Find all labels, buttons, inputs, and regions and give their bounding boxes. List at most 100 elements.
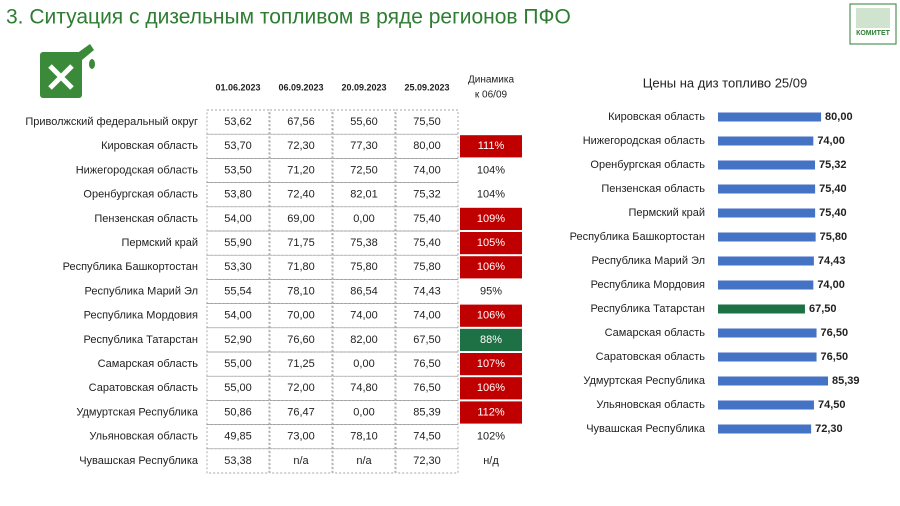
dynamics-highlight [460, 377, 522, 400]
category-label: Самарская область [605, 327, 706, 339]
dynamics-header: к 06/09 [475, 90, 508, 101]
table-cell [206, 424, 270, 450]
can-drop [89, 59, 95, 69]
bar [718, 160, 816, 170]
dynamics-value: н/д [483, 455, 499, 467]
table-cell [395, 351, 459, 377]
bar-value-label: 75,40 [819, 207, 847, 219]
table-cell [332, 133, 396, 159]
cell-value: 53,50 [224, 164, 252, 176]
table-cell [332, 279, 396, 304]
cell-value: 55,54 [224, 285, 252, 297]
cell-value: 50,86 [224, 406, 252, 418]
table-cell [206, 109, 270, 135]
bar [718, 256, 814, 266]
region-label: Кировская область [101, 140, 198, 152]
region-label: Саратовская область [89, 382, 199, 394]
table-cell [332, 448, 396, 474]
cell-value: 75,80 [350, 261, 378, 273]
cell-value: 78,10 [350, 431, 378, 443]
cell-value: 74,00 [413, 310, 441, 322]
cell-value: 69,00 [287, 213, 315, 225]
table-cell [395, 448, 459, 474]
region-label: Пензенская область [94, 213, 198, 225]
dynamics-value: 109% [477, 213, 505, 225]
column-header: 20.09.2023 [341, 82, 386, 92]
table-cell [395, 303, 459, 329]
bar-value-label: 76,50 [821, 351, 849, 363]
cell-value: 80,00 [413, 140, 441, 152]
cell-value: 53,62 [224, 116, 252, 128]
cell-value: 55,60 [350, 116, 378, 128]
bar-value-label: 74,50 [818, 399, 846, 411]
table-cell [332, 254, 396, 280]
bar [718, 424, 812, 434]
category-label: Ульяновская область [596, 399, 705, 411]
cell-value: 72,30 [287, 140, 315, 152]
cell-value: 74,80 [350, 382, 378, 394]
cell-value: 55,00 [224, 358, 252, 370]
cell-value: 76,60 [287, 334, 315, 346]
region-label: Нижегородская область [76, 164, 199, 176]
table-cell [269, 351, 333, 377]
dynamics-highlight [460, 328, 522, 351]
table-cell [269, 448, 333, 474]
table-cell [269, 230, 333, 256]
bar [718, 304, 805, 314]
table-cell [332, 327, 396, 353]
table-cell [332, 400, 396, 425]
region-label: Приволжский федеральный округ [25, 116, 198, 128]
bar [718, 136, 814, 146]
cell-value: 0,00 [353, 213, 374, 225]
logo-building [856, 8, 890, 28]
category-label: Оренбургская область [590, 159, 705, 171]
bar-value-label: 75,80 [820, 231, 848, 243]
table-cell [206, 327, 270, 353]
cell-value: 75,50 [413, 116, 441, 128]
cell-value: 54,00 [224, 213, 252, 225]
dynamics-value: 104% [477, 164, 505, 176]
cell-value: 75,32 [413, 189, 441, 201]
dynamics-value: 106% [477, 310, 505, 322]
cell-value: 71,80 [287, 261, 315, 273]
bar [718, 376, 828, 386]
cell-value: 74,00 [413, 164, 441, 176]
cell-value: 70,00 [287, 310, 315, 322]
bar [718, 352, 817, 362]
cell-value: 77,30 [350, 140, 378, 152]
chart-title: Цены на диз топливо 25/09 [643, 75, 807, 90]
table-cell [395, 182, 459, 208]
region-label: Самарская область [98, 358, 199, 370]
bar [718, 328, 817, 338]
table-cell [206, 400, 270, 425]
table-cell [269, 303, 333, 329]
cell-value: n/a [356, 455, 372, 467]
table-cell [269, 254, 333, 280]
cell-value: 53,30 [224, 261, 252, 273]
fuel-icon [40, 44, 95, 98]
region-label: Чувашская Республика [79, 455, 199, 467]
table-cell [206, 448, 270, 474]
dynamics-value: 104% [477, 189, 505, 201]
bar [718, 112, 822, 122]
can-spout [76, 44, 94, 60]
table-cell [269, 182, 333, 208]
table-cell [269, 206, 333, 232]
cell-value: 86,54 [350, 285, 378, 297]
bar-value-label: 74,00 [817, 279, 845, 291]
table-cell [206, 254, 270, 280]
table-cell [332, 230, 396, 256]
table-cell [206, 182, 270, 208]
bar-value-label: 75,40 [819, 183, 847, 195]
cell-value: 72,50 [350, 164, 378, 176]
dynamics-highlight [460, 401, 522, 424]
cell-value: 74,00 [350, 310, 378, 322]
cell-value: 76,50 [413, 358, 441, 370]
table-cell [395, 327, 459, 353]
category-label: Пермский край [628, 207, 705, 219]
table-cell [332, 158, 396, 183]
cell-value: 0,00 [353, 358, 374, 370]
cell-value: 53,38 [224, 455, 252, 467]
cell-value: 76,47 [287, 406, 315, 418]
region-label: Республика Марий Эл [85, 285, 198, 297]
